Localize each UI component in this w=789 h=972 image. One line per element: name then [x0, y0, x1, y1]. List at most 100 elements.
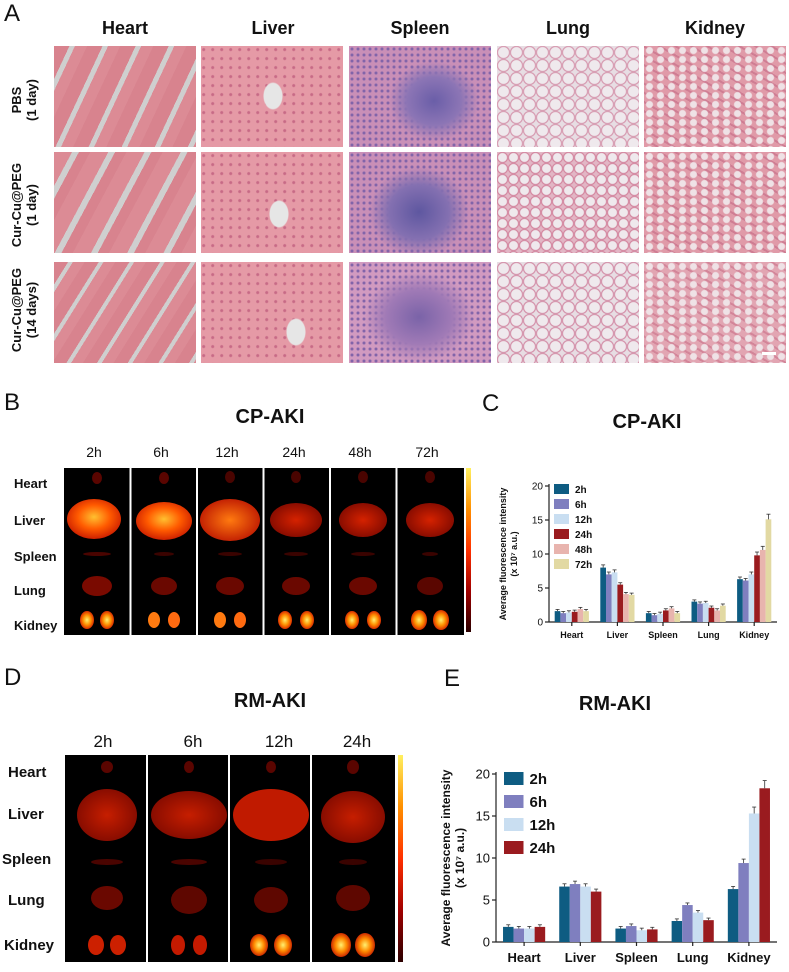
legend-label: 24h — [530, 840, 556, 857]
histology-heart-cur-14days — [54, 262, 196, 363]
bar-heart-24h — [571, 611, 578, 622]
rm-aki-fluorescence-image — [65, 755, 395, 962]
bar-liver-48h — [623, 594, 629, 622]
y-axis-label: Average fluorescence intensity — [439, 769, 453, 946]
bar-liver-24h — [617, 584, 624, 622]
organ-label-liver: Liver — [14, 513, 46, 528]
panel-letter-e: E — [444, 665, 461, 692]
bar-heart-6h — [560, 613, 567, 622]
histology-spleen-pbs — [349, 46, 491, 147]
organ-label-spleen-d: Spleen — [2, 851, 52, 868]
scale-bar — [762, 352, 776, 355]
x-tick-label: Kidney — [739, 630, 769, 640]
column-header-lung: Lung — [546, 18, 590, 38]
bar-lung-48h — [714, 610, 720, 622]
column-header-heart: Heart — [101, 18, 149, 38]
cp-aki-fluorescence-image — [64, 468, 464, 635]
legend-label: 2h — [575, 485, 587, 496]
bar-lung-6h — [682, 905, 693, 942]
histology-kidney-cur-14days — [644, 262, 786, 363]
organ-label-liver-d: Liver — [8, 806, 44, 823]
x-tick-label: Lung — [698, 630, 720, 640]
panel-letter-c: C — [482, 390, 500, 417]
legend-label: 24h — [575, 530, 592, 541]
y-tick-label: 5 — [537, 584, 543, 595]
organ-label-kidney-d: Kidney — [4, 937, 55, 954]
bar-lung-24h — [703, 920, 714, 942]
bar-kidney-72h — [765, 519, 772, 622]
x-tick-label: Kidney — [727, 950, 771, 965]
time-label-12h-d: 12h — [264, 732, 294, 751]
time-label-2h-d: 2h — [93, 732, 113, 751]
bar-heart-72h — [583, 611, 589, 622]
histology-liver-cur-1day — [201, 152, 343, 253]
legend-swatch — [504, 795, 524, 808]
bar-kidney-48h — [759, 549, 766, 622]
bar-kidney-2h — [737, 579, 743, 622]
bar-liver-2h — [600, 567, 606, 622]
column-header-liver: Liver — [251, 18, 295, 38]
bar-heart-2h — [503, 926, 514, 942]
bar-lung-24h — [708, 607, 715, 622]
legend-swatch — [554, 484, 569, 494]
row-header-pbs-1day: PBS (1 day) — [9, 79, 39, 121]
bar-kidney-24h — [759, 788, 770, 942]
bar-lung-72h — [720, 605, 726, 622]
y-tick-label: 15 — [532, 516, 544, 527]
organ-label-heart: Heart — [14, 476, 48, 491]
bar-liver-12h — [580, 886, 591, 942]
y-tick-label: 20 — [532, 482, 544, 493]
y-tick-label: 10 — [532, 550, 544, 561]
y-axis-unit: (x 10⁷ a.u.) — [453, 828, 467, 888]
bar-kidney-12h — [748, 574, 755, 622]
y-tick-label: 0 — [537, 618, 543, 629]
x-tick-label: Spleen — [615, 950, 658, 965]
y-tick-label: 15 — [476, 809, 490, 824]
histology-lung-cur-14days — [497, 262, 639, 363]
x-tick-label: Liver — [565, 950, 596, 965]
bar-kidney-6h — [742, 580, 749, 622]
histology-heart-cur-1day — [54, 152, 196, 253]
bar-heart-12h — [524, 928, 535, 942]
x-tick-label: Liver — [607, 630, 629, 640]
time-label-48h: 48h — [348, 444, 372, 460]
bar-spleen-6h — [651, 615, 658, 622]
x-tick-label: Lung — [677, 950, 709, 965]
bar-heart-2h — [554, 611, 561, 622]
bar-lung-12h — [692, 912, 704, 942]
histology-kidney-cur-1day — [644, 152, 786, 253]
bar-spleen-24h — [647, 929, 658, 942]
legend-label: 6h — [575, 500, 587, 511]
x-tick-label: Spleen — [648, 630, 678, 640]
color-scale-bar-d — [398, 755, 403, 962]
histology-lung-pbs — [497, 46, 639, 147]
bar-heart-24h — [534, 926, 546, 942]
time-label-2h: 2h — [86, 444, 102, 460]
time-label-6h-d: 6h — [183, 732, 203, 751]
legend-label: 48h — [575, 545, 592, 556]
rm-aki-bar-chart: RM-AKI Average fluorescence intensity (x 1… — [439, 693, 777, 965]
bar-lung-6h — [697, 603, 703, 622]
time-label-6h: 6h — [153, 444, 169, 460]
time-label-12h: 12h — [215, 444, 239, 460]
panel-letter-b: B — [4, 389, 21, 416]
organ-label-spleen: Spleen — [14, 549, 57, 564]
bar-spleen-12h — [657, 613, 663, 622]
histology-spleen-cur-1day — [349, 152, 491, 253]
panel-letter-a: A — [4, 0, 21, 27]
y-tick-label: 20 — [476, 767, 490, 782]
legend-label: 6h — [530, 794, 548, 811]
legend-swatch — [554, 544, 569, 554]
chart-title: CP-AKI — [613, 411, 682, 433]
bar-lung-12h — [702, 602, 709, 622]
bar-heart-6h — [513, 928, 525, 942]
bar-lung-2h — [691, 601, 698, 622]
legend-label: 12h — [530, 817, 556, 834]
bar-spleen-48h — [668, 608, 675, 622]
histology-kidney-pbs — [644, 46, 786, 147]
color-scale-bar — [466, 468, 471, 632]
bar-liver-24h — [590, 891, 602, 942]
panel-letter-d: D — [4, 664, 22, 691]
y-tick-label: 5 — [483, 893, 490, 908]
bar-liver-72h — [628, 594, 635, 622]
